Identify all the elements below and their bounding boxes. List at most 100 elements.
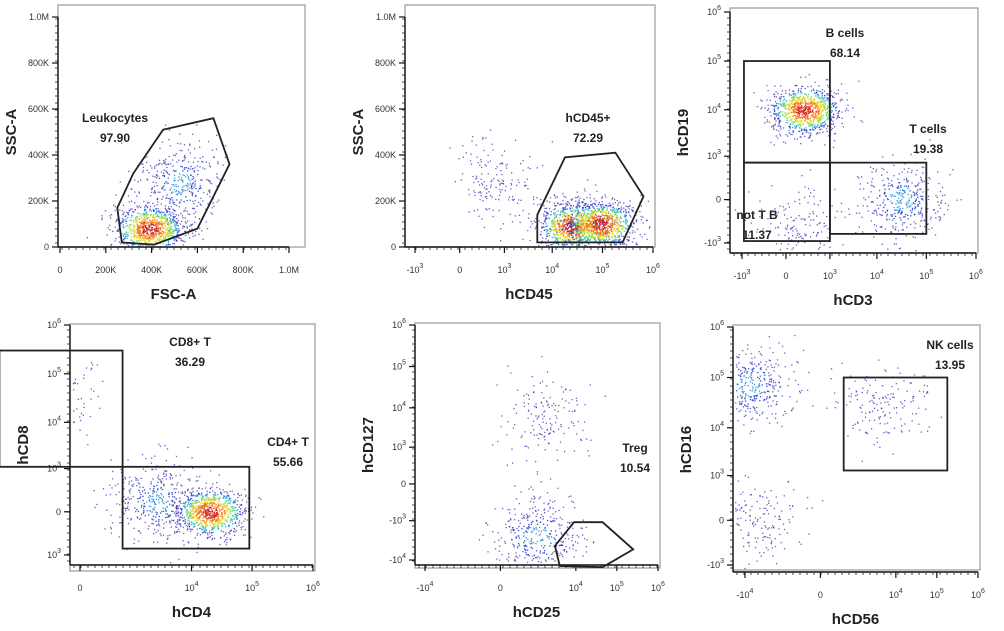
event-dot xyxy=(804,235,806,237)
event-dot xyxy=(590,214,592,217)
event-dot xyxy=(143,217,145,219)
event-dot xyxy=(627,225,629,227)
event-dot xyxy=(796,117,799,119)
event-dot xyxy=(794,114,796,117)
event-dot xyxy=(587,225,589,227)
event-dot xyxy=(571,213,574,215)
event-dot xyxy=(157,232,160,234)
event-dot xyxy=(577,225,580,227)
event-dot xyxy=(150,213,152,215)
event-dot xyxy=(492,149,494,151)
x-axis-title: FSC-A xyxy=(151,286,197,303)
event-dot xyxy=(201,160,203,163)
event-dot xyxy=(484,196,486,198)
y-tick-label: 1.0M xyxy=(29,12,49,22)
event-dot xyxy=(591,203,594,205)
event-dot xyxy=(163,472,165,474)
x-tick-label: 106 xyxy=(969,269,983,281)
event-dot xyxy=(897,187,900,189)
event-dot xyxy=(786,248,788,250)
event-dot xyxy=(573,222,575,224)
event-dot xyxy=(556,231,558,233)
event-dot xyxy=(193,171,195,173)
event-dot xyxy=(142,222,144,224)
event-dot xyxy=(478,215,480,217)
event-dot xyxy=(610,243,612,245)
event-dot xyxy=(901,229,903,231)
event-dot xyxy=(921,219,923,222)
event-dot xyxy=(578,202,580,204)
event-dot xyxy=(506,163,508,165)
event-dot xyxy=(897,230,900,232)
event-dot xyxy=(492,209,494,211)
event-dot xyxy=(822,131,824,133)
event-dot xyxy=(810,97,812,99)
event-dot xyxy=(895,209,897,211)
event-dot xyxy=(805,129,808,131)
event-dot xyxy=(553,212,555,214)
event-dot xyxy=(878,189,881,192)
event-dot xyxy=(134,217,137,219)
event-dot xyxy=(794,200,796,203)
event-dot xyxy=(588,229,590,231)
event-dot xyxy=(602,214,604,216)
event-dot xyxy=(912,202,915,204)
event-dot xyxy=(884,192,886,194)
event-dot xyxy=(574,210,576,213)
event-dot xyxy=(830,90,832,92)
event-dot xyxy=(824,100,826,102)
event-dot xyxy=(907,185,910,187)
event-dot xyxy=(555,234,557,236)
event-dot xyxy=(553,229,555,232)
event-dot xyxy=(582,231,585,233)
event-dot xyxy=(793,109,795,112)
event-dot xyxy=(762,228,764,230)
event-dot xyxy=(475,175,478,177)
event-dot xyxy=(543,205,545,207)
event-dot xyxy=(907,218,909,220)
event-dot xyxy=(577,244,579,246)
event-dot xyxy=(593,239,595,241)
event-dot xyxy=(595,234,597,237)
event-dot xyxy=(171,212,173,214)
event-dot xyxy=(828,103,830,105)
event-dot xyxy=(554,234,556,236)
event-dot xyxy=(812,122,815,124)
event-dot xyxy=(168,496,170,498)
event-dot xyxy=(817,120,820,122)
event-dot xyxy=(579,220,582,222)
event-dot xyxy=(605,204,607,206)
event-dot xyxy=(910,223,912,225)
event-dot xyxy=(502,223,504,225)
event-dot xyxy=(906,179,908,182)
event-dot xyxy=(826,127,828,129)
event-dot xyxy=(150,215,152,217)
event-dot xyxy=(613,243,616,245)
event-dot xyxy=(513,198,515,200)
event-dot xyxy=(128,170,130,172)
event-dot xyxy=(166,210,168,212)
event-dot xyxy=(815,115,817,117)
event-dot xyxy=(609,235,611,237)
event-dot xyxy=(617,236,619,239)
event-dot xyxy=(559,226,561,228)
event-dot xyxy=(165,158,167,160)
event-dot xyxy=(790,111,793,114)
event-dot xyxy=(518,199,520,201)
event-dot xyxy=(135,220,137,222)
event-dot xyxy=(555,226,557,228)
event-dot xyxy=(809,102,812,105)
event-dot xyxy=(914,185,916,187)
event-dot xyxy=(159,191,161,193)
event-dot xyxy=(810,132,812,135)
event-dot xyxy=(608,232,611,234)
event-dot xyxy=(910,215,912,217)
event-dot xyxy=(551,141,553,143)
event-dot xyxy=(597,235,599,237)
event-dot xyxy=(145,211,148,213)
event-dot xyxy=(835,93,837,95)
event-dot xyxy=(898,197,900,199)
event-dot xyxy=(154,191,156,193)
event-dot xyxy=(796,107,798,109)
event-dot xyxy=(605,222,607,224)
